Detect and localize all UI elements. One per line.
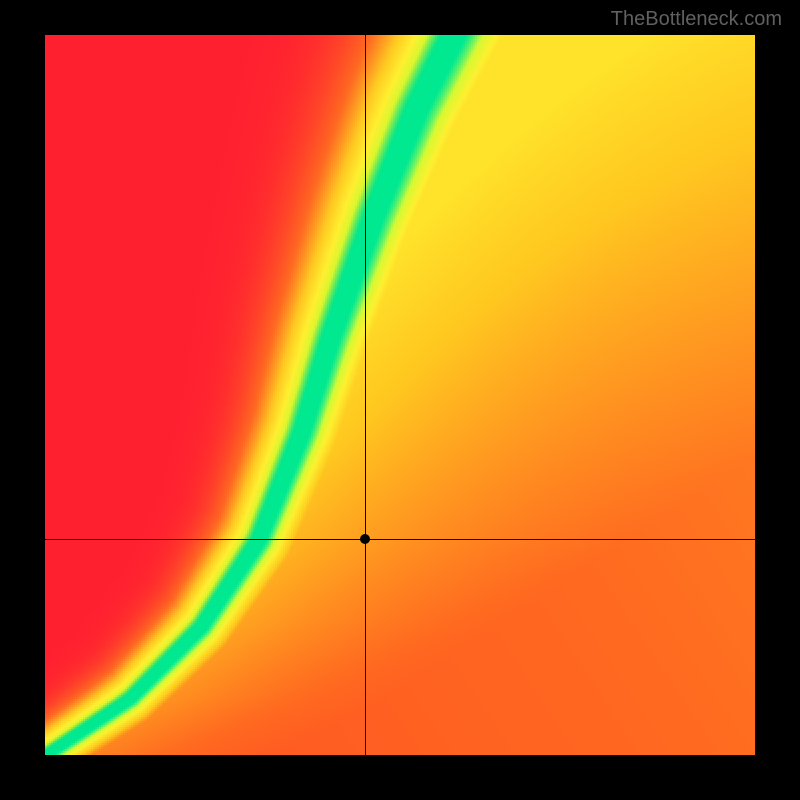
crosshair-horizontal <box>45 539 755 540</box>
watermark-text: TheBottleneck.com <box>611 8 782 31</box>
data-point-marker <box>360 534 370 544</box>
chart-container: TheBottleneck.com <box>0 0 800 800</box>
heatmap-canvas <box>45 35 755 755</box>
crosshair-vertical <box>365 35 366 755</box>
plot-area <box>45 35 755 755</box>
